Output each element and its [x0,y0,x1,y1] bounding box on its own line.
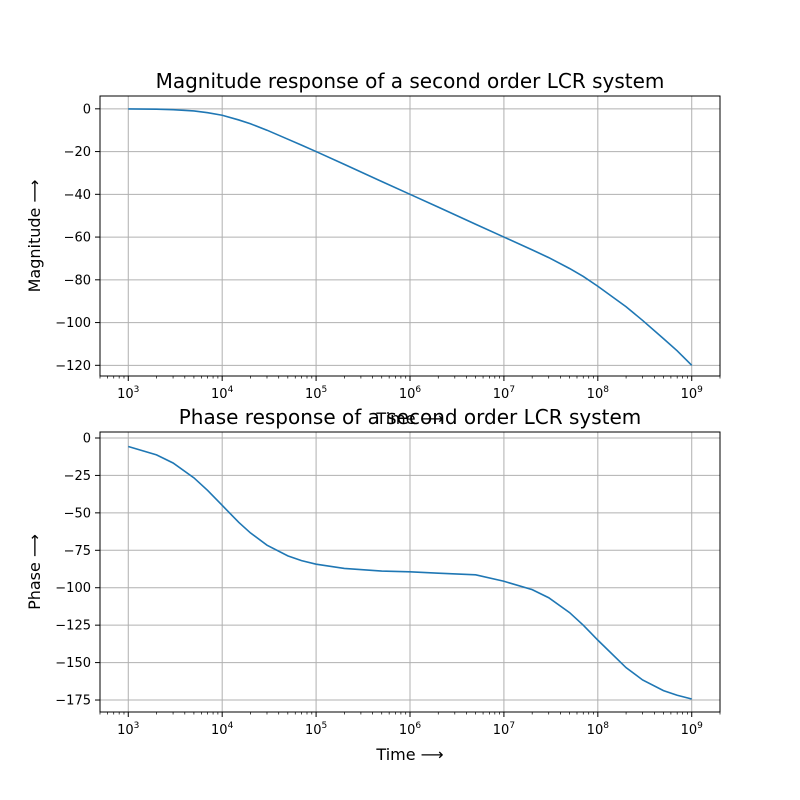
phase-x-tick-label: 107 [493,721,515,738]
magnitude-x-tick-label: 107 [493,385,515,402]
phase-x-label: Time ⟶ [375,745,443,764]
phase-x-tick-label: 103 [117,721,139,738]
phase-title: Phase response of a second order LCR sys… [179,405,642,429]
phase-y-tick-label: −25 [64,469,91,484]
magnitude-y-tick-label: −120 [55,359,91,374]
phase-y-tick-label: −175 [55,694,91,709]
phase-y-tick-label: −125 [55,619,91,634]
phase-x-tick-label: 108 [587,721,610,738]
phase-y-tick-label: −75 [64,544,91,559]
magnitude-y-tick-label: 0 [83,102,91,117]
magnitude-grid [100,96,720,376]
magnitude-y-tick-label: −40 [64,188,91,203]
phase-axes-frame [99,431,721,713]
phase-y-tick-label: −150 [55,656,91,671]
phase-x-tick-label: 105 [305,721,327,738]
magnitude-x-tick-label: 106 [399,385,422,402]
magnitude-y-label: Magnitude ⟶ [25,180,44,293]
magnitude-axes-frame [99,95,721,377]
magnitude-x-tick-label: 108 [587,385,610,402]
magnitude-y-tick-label: −80 [64,273,91,288]
phase-x-tick-label: 106 [399,721,422,738]
phase-y-tick-label: −50 [64,506,91,521]
phase-y-label: Phase ⟶ [25,534,44,610]
magnitude-y-tick-label: −60 [64,231,91,246]
magnitude-ticks: 103 104 105 106 107 108 109 0 −20 −40 −60 −80 −100 −1… [55,102,721,402]
magnitude-chart: 103 104 105 106 107 108 109 0 −20 −40 −60 −80 −100 −1… [25,69,721,428]
phase-x-tick-label: 109 [681,721,704,738]
magnitude-title: Magnitude response of a second order LCR… [156,69,665,93]
magnitude-x-tick-label: 105 [305,385,327,402]
magnitude-y-tick-label: −20 [64,145,91,160]
phase-y-tick-label: 0 [83,431,91,446]
magnitude-x-tick-label: 104 [211,385,234,402]
magnitude-x-tick-label: 103 [117,385,139,402]
phase-x-tick-label: 104 [211,721,234,738]
magnitude-y-tick-label: −100 [55,316,91,331]
magnitude-series-line [128,108,693,366]
magnitude-x-tick-label: 109 [681,385,704,402]
phase-chart: 103 104 105 106 107 108 109 0 −25 −50 −75 −100 −125 −… [25,405,721,764]
phase-series-line [128,445,692,700]
magnitude-x-label: Time ⟶ [375,409,443,428]
phase-y-tick-label: −100 [55,581,91,596]
phase-ticks: 103 104 105 106 107 108 109 0 −25 −50 −75 −100 −125 −… [55,431,721,738]
phase-grid [100,432,720,712]
